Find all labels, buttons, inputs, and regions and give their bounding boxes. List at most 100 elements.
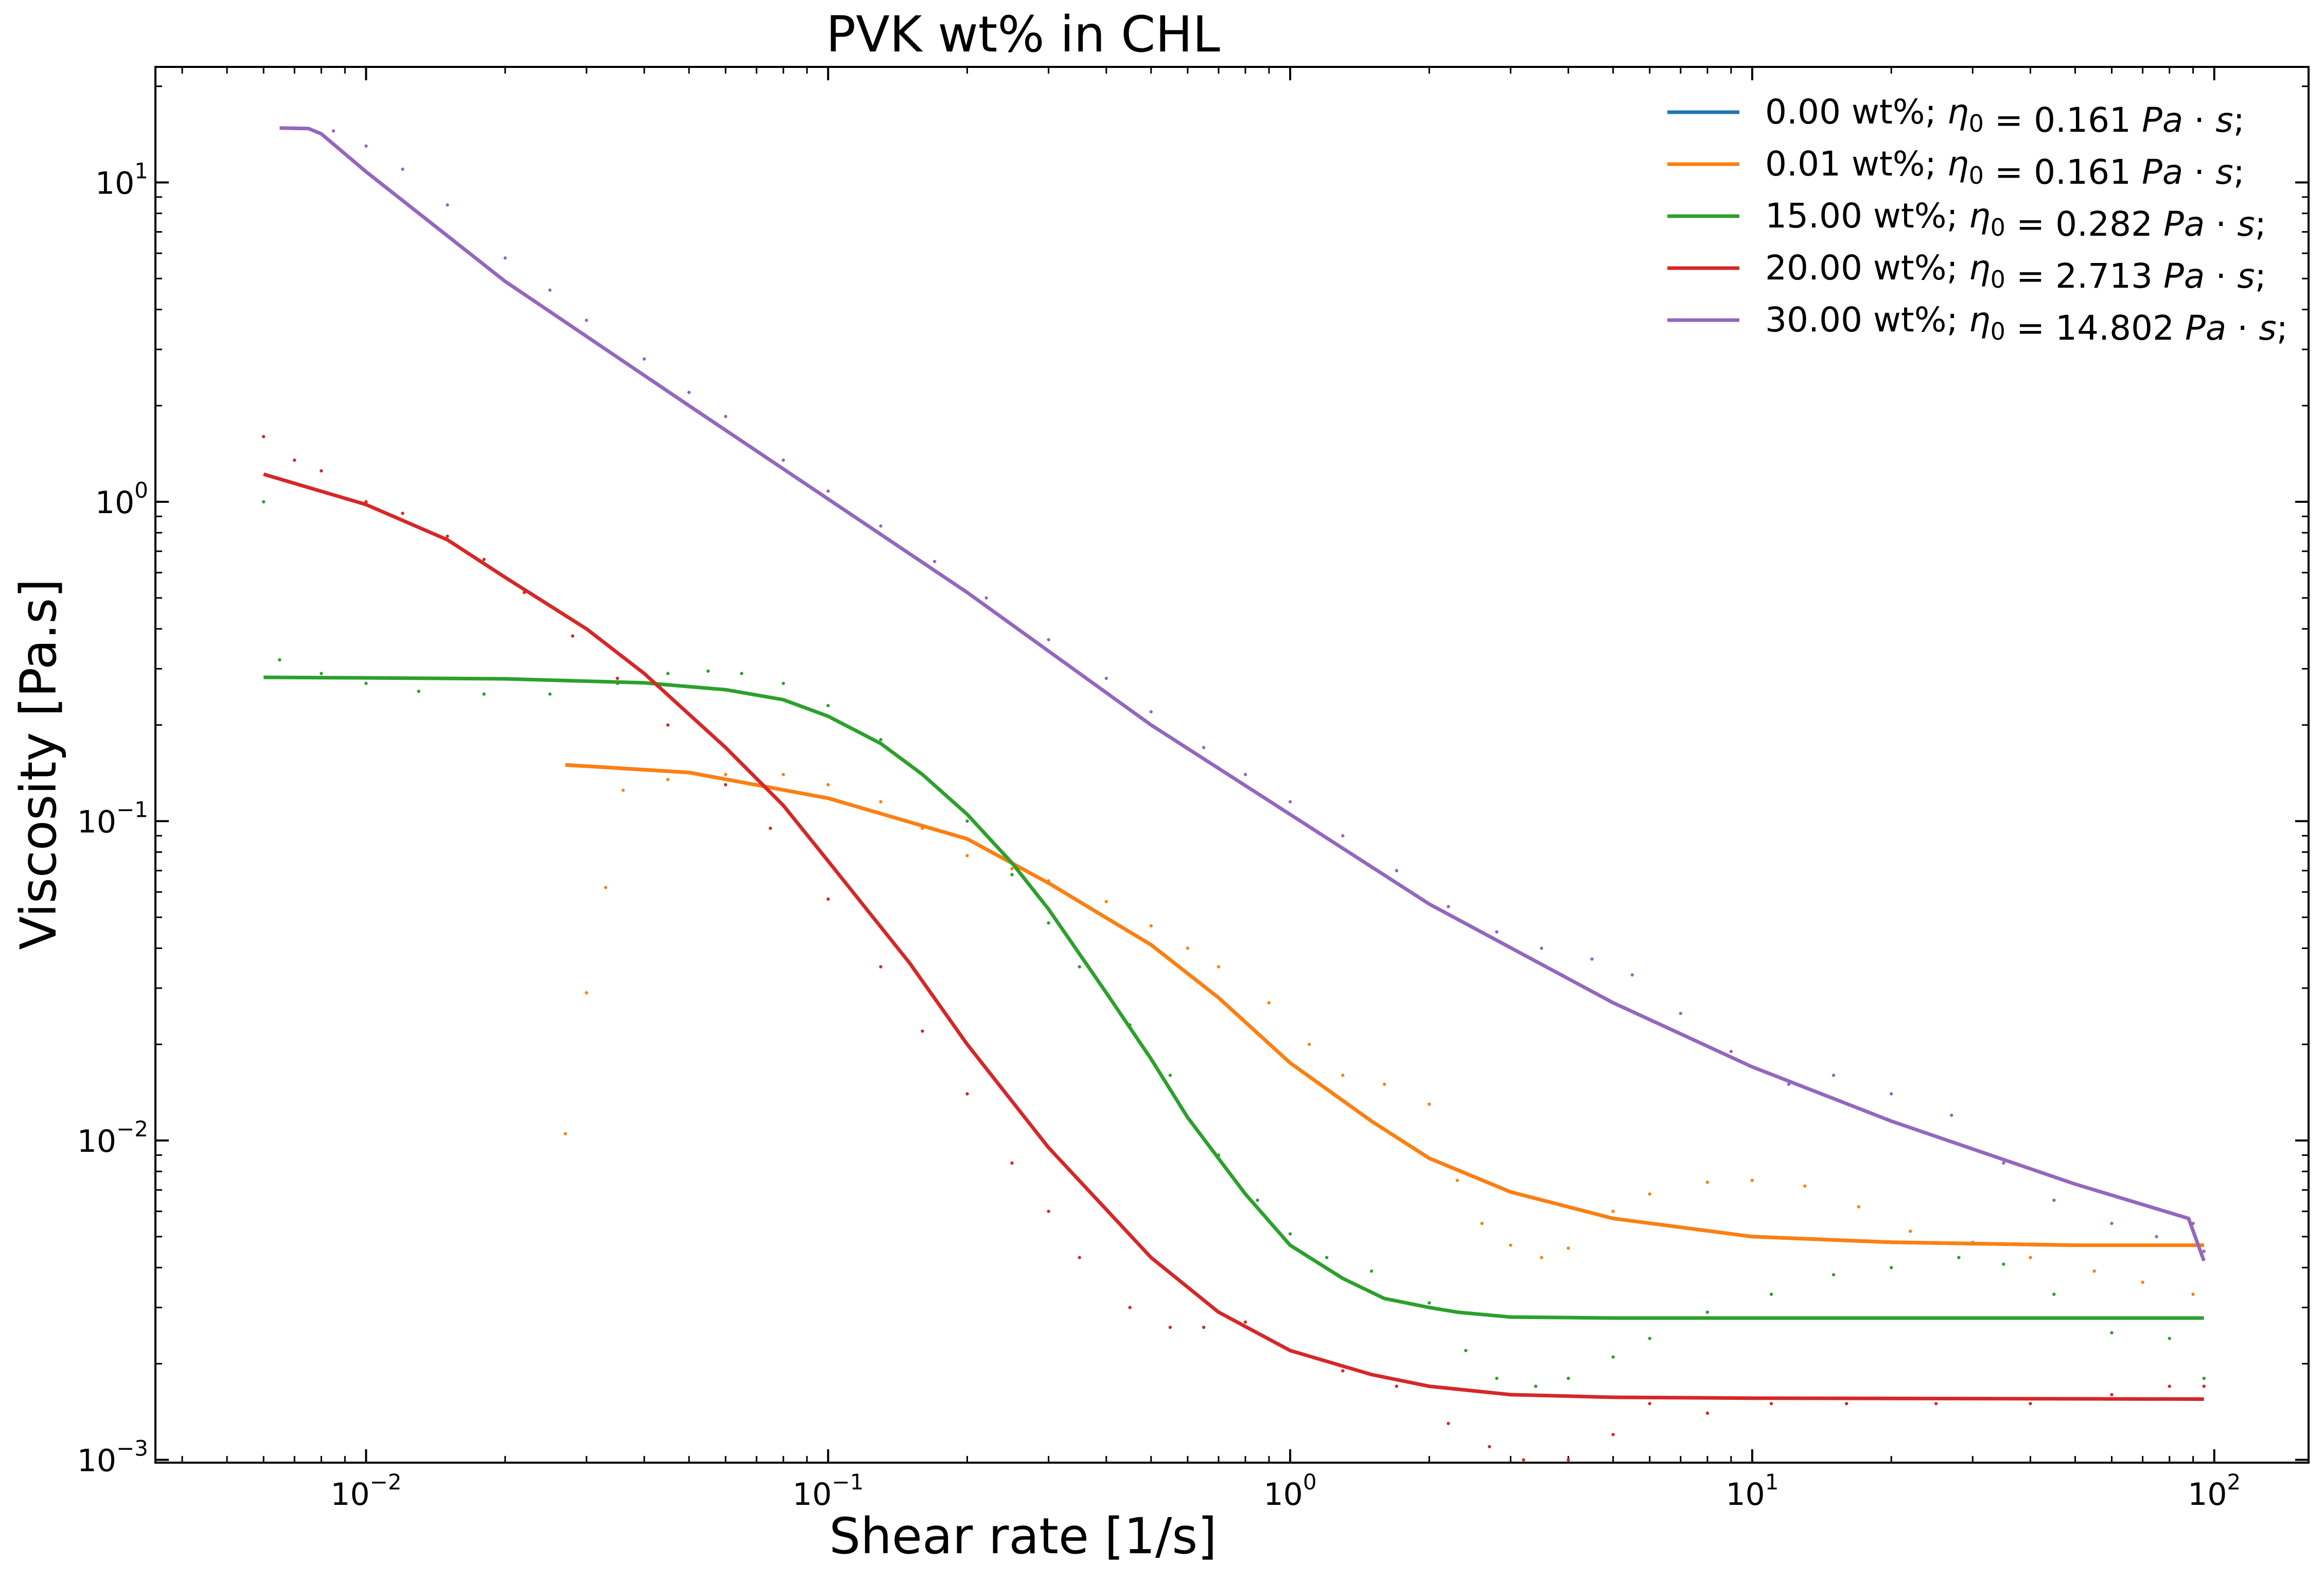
data-point	[1186, 946, 1190, 950]
data-point	[1832, 1273, 1836, 1276]
data-point	[1341, 834, 1345, 838]
tick-marks	[155, 67, 2309, 1463]
data-point	[1803, 1184, 1807, 1188]
data-point	[2110, 1393, 2114, 1397]
data-point	[1383, 1082, 1386, 1086]
data-point	[826, 489, 830, 493]
data-point	[687, 391, 691, 394]
data-point	[1168, 1325, 1172, 1329]
data-point	[879, 965, 883, 969]
series-line-3	[263, 472, 2204, 1401]
data-point	[401, 167, 404, 171]
fit-lines	[263, 126, 2206, 1401]
data-point	[621, 788, 625, 792]
x-tick-label: 102	[2188, 1469, 2241, 1513]
data-point	[879, 524, 883, 528]
data-point	[826, 783, 830, 787]
data-point	[1509, 1243, 1512, 1247]
data-point	[1325, 1256, 1329, 1259]
data-point	[1447, 905, 1450, 908]
data-point	[2052, 1198, 2056, 1202]
data-point	[261, 435, 266, 438]
x-tick-label: 10−1	[793, 1469, 864, 1513]
data-point	[1464, 1348, 1468, 1353]
data-point	[585, 319, 588, 322]
data-point	[666, 723, 670, 727]
data-point	[781, 458, 785, 462]
data-point	[1288, 1232, 1292, 1236]
data-point	[1047, 638, 1050, 642]
data-point	[2029, 1256, 2032, 1259]
data-point	[1078, 965, 1081, 969]
data-point	[1705, 1411, 1710, 1415]
data-point	[1679, 1011, 1683, 1015]
legend-label: 0.01 wt%; η0 = 0.161 Pa · s;	[1765, 144, 2245, 192]
data-point	[503, 256, 507, 260]
data-point	[1078, 1256, 1081, 1259]
data-point	[1128, 1306, 1132, 1309]
data-point	[1832, 1074, 1836, 1077]
data-point	[879, 800, 883, 804]
data-point	[965, 854, 969, 857]
data-point	[320, 469, 323, 473]
data-point	[564, 1132, 567, 1136]
data-point	[1455, 1179, 1459, 1182]
series-line-2	[263, 675, 2204, 1320]
data-point	[417, 690, 420, 693]
series-line-1	[565, 763, 2204, 1247]
data-point	[1648, 1192, 1651, 1196]
data-point	[1428, 1301, 1431, 1305]
data-point	[1149, 710, 1153, 714]
data-point	[1495, 930, 1499, 934]
data-point	[921, 1029, 924, 1033]
data-point	[615, 676, 620, 680]
data-point	[446, 534, 449, 538]
data-point	[724, 783, 728, 787]
data-point	[984, 596, 988, 600]
data-point	[1769, 1402, 1773, 1406]
data-point	[1202, 1325, 1206, 1329]
series-line-4	[279, 126, 2206, 1261]
data-point	[1949, 1113, 1953, 1117]
data-point	[1217, 965, 1221, 969]
data-point	[1243, 773, 1247, 777]
data-point	[1395, 869, 1399, 872]
data-point	[2202, 1376, 2206, 1380]
data-point	[1769, 1292, 1773, 1296]
data-point	[585, 991, 588, 995]
data-point	[2052, 1292, 2056, 1296]
data-point	[1540, 1256, 1543, 1259]
data-point	[2110, 1331, 2114, 1335]
legend-entry: 30.00 wt%; η0 = 14.802 Pa · s;	[1667, 300, 2288, 348]
data-point	[548, 692, 552, 696]
data-point	[1495, 1376, 1499, 1380]
data-point	[446, 203, 449, 207]
series-line-0	[565, 763, 2204, 1247]
data-point	[482, 692, 486, 696]
data-point	[1648, 1337, 1651, 1340]
data-point	[1104, 900, 1108, 903]
data-point	[1705, 1310, 1710, 1314]
data-point	[1787, 1082, 1791, 1086]
data-point	[1341, 1074, 1345, 1077]
data-point	[1889, 1092, 1893, 1096]
legend-entry: 20.00 wt%; η0 = 2.713 Pa · s;	[1667, 248, 2266, 296]
data-point	[826, 704, 830, 708]
y-tick-label: 10−3	[77, 1436, 148, 1479]
data-point	[548, 288, 552, 292]
data-point	[2191, 1292, 2195, 1296]
legend-entry: 0.01 wt%; η0 = 0.161 Pa · s;	[1667, 144, 2245, 192]
data-point	[2002, 1262, 2005, 1266]
data-point	[826, 897, 830, 901]
data-point	[401, 512, 404, 515]
data-point	[1104, 676, 1108, 680]
tick-labels: 10−2 10−1 100 101 102 10−3 10−2 10−1 100 101	[77, 158, 2241, 1513]
data-point	[293, 458, 296, 462]
data-point	[364, 144, 368, 148]
data-point	[642, 357, 646, 361]
data-point	[879, 738, 883, 742]
data-point	[2029, 1402, 2032, 1406]
data-point	[1047, 921, 1050, 925]
data-point	[1566, 1247, 1570, 1250]
data-point	[364, 681, 368, 686]
